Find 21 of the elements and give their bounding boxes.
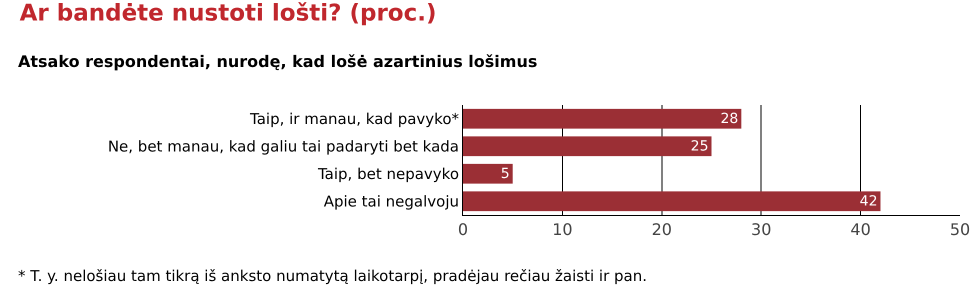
bar — [463, 136, 712, 156]
text: Ar bandėte nustoti lošti? (proc.) — [20, 0, 437, 27]
y-tick-label: Ne, bet manau, kad galiu tai padaryti bet kada — [108, 138, 459, 156]
y-tick-label: Apie tai negalvoju — [324, 192, 459, 210]
x-tick-label: 0 — [458, 220, 468, 240]
text: * T. y. nelošiau tam tikrą iš anksto numatytą laikotarpį, pradėjau rečiau žaisti ir pan. — [18, 267, 647, 285]
x-tick-label: 10 — [552, 220, 573, 240]
data-label: 28 — [720, 110, 738, 127]
bar — [463, 164, 513, 184]
data-label: 25 — [690, 138, 708, 154]
x-tick-label: 20 — [652, 220, 672, 240]
x-tick-label: 50 — [950, 220, 970, 240]
bar — [463, 191, 880, 212]
x-tick-label: 40 — [850, 220, 871, 240]
text: Atsako respondentai, nurodę, kad lošė azartinius lošimus — [18, 52, 538, 71]
y-tick-label: Taip, ir manau, kad pavyko* — [249, 110, 460, 128]
data-label: 42 — [860, 193, 878, 210]
bar — [463, 108, 742, 129]
x-tick-label: 30 — [751, 220, 772, 240]
data-label: 5 — [500, 166, 510, 182]
y-tick-label: Taip, bet nepavyko — [316, 165, 459, 183]
